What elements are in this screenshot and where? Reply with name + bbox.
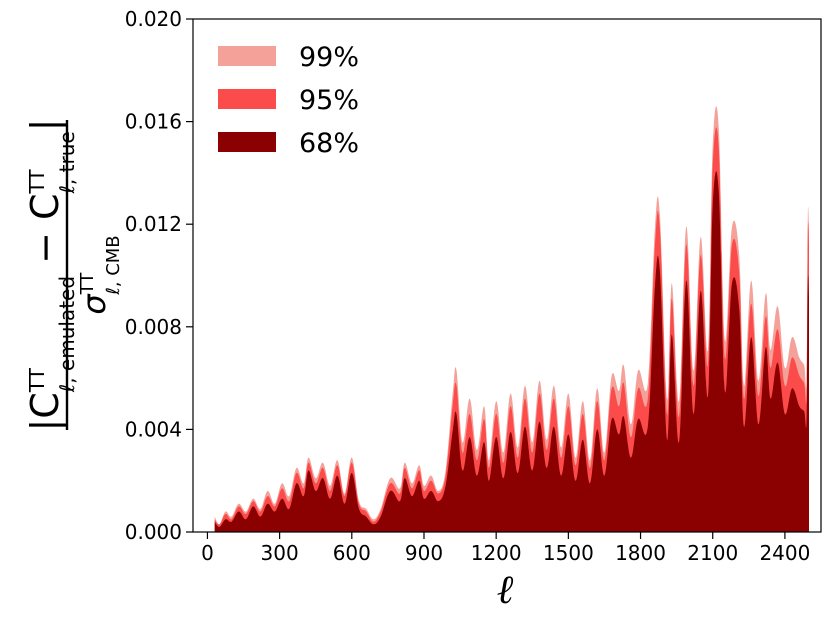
y-axis: 0.000 0.004 0.008 0.012 0.016 0.020 (125, 7, 193, 544)
legend-swatch (218, 132, 276, 152)
x-tick-label: 2400 (759, 541, 810, 565)
x-axis-title: ℓ (497, 567, 514, 613)
legend: 99% 95% 68% (218, 42, 359, 159)
y-tick-label: 0.004 (125, 417, 182, 441)
x-tick-label: 900 (405, 541, 443, 565)
y-tick-label: 0.008 (125, 315, 182, 339)
y-tick-label: 0.016 (125, 110, 182, 134)
x-tick-label: 600 (333, 541, 371, 565)
x-tick-label: 1200 (471, 541, 522, 565)
series-area-68pct (214, 171, 809, 532)
x-tick-label: 2100 (687, 541, 738, 565)
y-tick-label: 0.000 (125, 520, 182, 544)
x-tick-label: 1800 (615, 541, 666, 565)
y-tick-label: 0.012 (125, 212, 182, 236)
y-axis-title-denominator: σTT ℓ, CMB (75, 235, 124, 314)
axes-frame (192, 18, 822, 533)
legend-swatch (218, 89, 276, 109)
y-axis-title-numerator: |CTT ℓ, emulated − CTT ℓ, true| (23, 119, 79, 432)
x-tick-label: 0 (201, 541, 214, 565)
legend-swatch (218, 46, 276, 66)
legend-label: 68% (299, 128, 359, 159)
series-layer (214, 106, 809, 532)
legend-label: 95% (299, 85, 359, 116)
x-tick-label: 300 (261, 541, 299, 565)
y-axis-title: |CTT ℓ, emulated − CTT ℓ, true| σTT ℓ, CMB (23, 119, 124, 432)
y-tick-label: 0.020 (125, 7, 182, 31)
x-tick-label: 1500 (543, 541, 594, 565)
x-axis: 0 300 600 900 1200 1500 1800 2100 2400 (201, 532, 810, 565)
legend-label: 99% (299, 42, 359, 73)
